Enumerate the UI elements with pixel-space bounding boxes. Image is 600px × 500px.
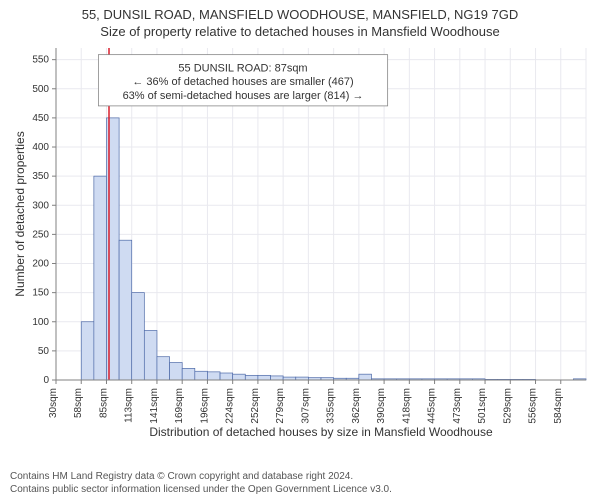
svg-text:550: 550: [32, 55, 49, 66]
svg-text:← 36% of detached houses are s: ← 36% of detached houses are smaller (46…: [132, 76, 353, 88]
svg-text:30sqm: 30sqm: [48, 388, 59, 418]
page-title: 55, DUNSIL ROAD, MANSFIELD WOODHOUSE, MA…: [10, 6, 590, 24]
svg-text:307sqm: 307sqm: [300, 388, 311, 424]
svg-text:350: 350: [32, 171, 49, 182]
svg-text:50: 50: [38, 346, 50, 357]
svg-text:501sqm: 501sqm: [477, 388, 488, 424]
svg-text:556sqm: 556sqm: [528, 388, 539, 424]
svg-text:362sqm: 362sqm: [351, 388, 362, 424]
svg-text:450: 450: [32, 113, 49, 124]
svg-text:200: 200: [32, 259, 49, 270]
svg-text:445sqm: 445sqm: [427, 388, 438, 424]
svg-text:0: 0: [43, 375, 49, 386]
svg-text:418sqm: 418sqm: [401, 388, 412, 424]
footer-attribution: Contains HM Land Registry data © Crown c…: [10, 471, 590, 496]
svg-text:150: 150: [32, 288, 49, 299]
svg-text:335sqm: 335sqm: [326, 388, 337, 424]
svg-text:141sqm: 141sqm: [149, 388, 160, 424]
svg-text:Distribution of detached house: Distribution of detached houses by size …: [149, 425, 493, 439]
footer-line-2: Contains public sector information licen…: [10, 484, 590, 497]
svg-text:279sqm: 279sqm: [275, 388, 286, 424]
histogram-chart: 0 50 100 150 200 250 300 350 400 450 500 550 30sqm 58…: [10, 44, 590, 442]
svg-text:584sqm: 584sqm: [553, 388, 564, 424]
svg-text:85sqm: 85sqm: [98, 388, 109, 418]
svg-text:63% of semi-detached houses ar: 63% of semi-detached houses are larger (…: [123, 90, 364, 102]
footer-line-1: Contains HM Land Registry data © Crown c…: [10, 471, 590, 484]
svg-text:58sqm: 58sqm: [73, 388, 84, 418]
svg-text:300: 300: [32, 200, 49, 211]
svg-text:252sqm: 252sqm: [250, 388, 261, 424]
svg-text:196sqm: 196sqm: [199, 388, 210, 424]
svg-text:55 DUNSIL ROAD: 87sqm: 55 DUNSIL ROAD: 87sqm: [178, 62, 307, 74]
svg-text:250: 250: [32, 229, 49, 240]
svg-text:400: 400: [32, 142, 49, 153]
page-subtitle: Size of property relative to detached ho…: [10, 24, 590, 39]
svg-text:390sqm: 390sqm: [376, 388, 387, 424]
svg-text:224sqm: 224sqm: [225, 388, 236, 424]
svg-text:529sqm: 529sqm: [502, 388, 513, 424]
svg-text:500: 500: [32, 84, 49, 95]
svg-text:473sqm: 473sqm: [452, 388, 463, 424]
svg-text:113sqm: 113sqm: [124, 388, 135, 423]
svg-text:169sqm: 169sqm: [174, 388, 185, 424]
svg-text:100: 100: [32, 317, 49, 328]
svg-text:Number of detached properties: Number of detached properties: [13, 131, 27, 296]
